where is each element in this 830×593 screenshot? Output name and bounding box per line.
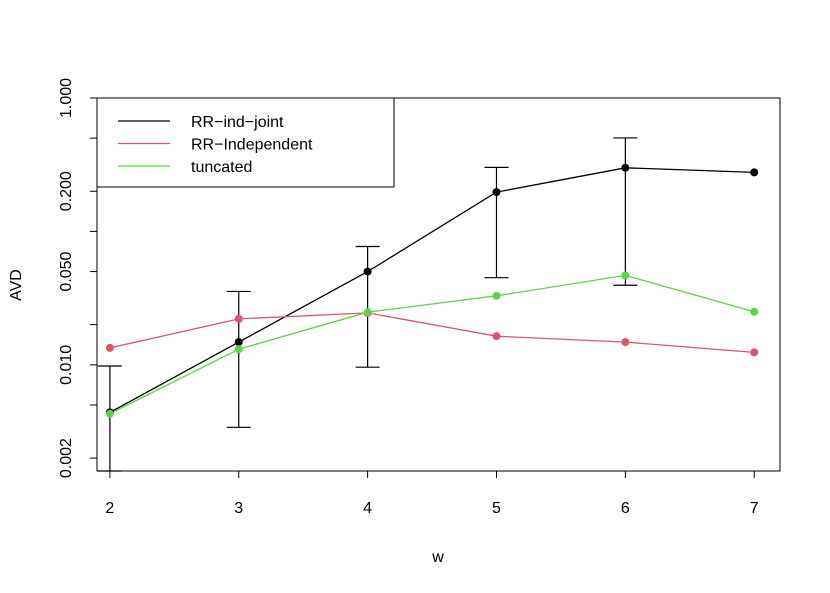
x-tick-label: 2 (105, 500, 114, 517)
data-point (363, 267, 372, 276)
y-tick-label: 0.010 (58, 345, 75, 385)
legend-box (96, 97, 395, 188)
data-point (621, 338, 630, 347)
x-axis-label: w (431, 549, 444, 566)
legend-label: tuncated (191, 159, 252, 176)
data-point (363, 308, 372, 317)
data-point (234, 338, 243, 347)
legend-label: RR−ind−joint (191, 114, 284, 131)
data-point (621, 271, 630, 280)
y-tick-label: 0.002 (58, 438, 75, 478)
data-point (621, 163, 630, 172)
series-line-0 (109, 167, 755, 413)
data-point (492, 332, 501, 341)
legend: RR−ind−joint RR−Independent tuncated (96, 97, 395, 188)
y-tick-label: 1.000 (58, 78, 75, 118)
legend-label: RR−Independent (191, 137, 313, 154)
error-bars (97, 137, 638, 472)
data-point (750, 348, 759, 357)
data-point (492, 291, 501, 300)
y-axis-label: AVD (8, 269, 25, 301)
data-point (750, 307, 759, 316)
series-line-2 (109, 274, 755, 415)
x-tick-label: 5 (492, 500, 501, 517)
x-tick-label: 4 (363, 500, 372, 517)
data-point (234, 345, 243, 354)
data-point (105, 343, 114, 352)
x-tick-label: 6 (621, 500, 630, 517)
x-tick-label: 7 (750, 500, 759, 517)
y-axis: 0.002 0.010 0.050 0.200 1.000 (58, 78, 98, 478)
data-point (234, 314, 243, 323)
y-tick-label: 0.050 (58, 251, 75, 291)
series-points (105, 163, 759, 418)
data-point (105, 409, 114, 418)
y-tick-label: 0.200 (58, 171, 75, 211)
data-point (750, 168, 759, 177)
series-lines (109, 167, 755, 415)
x-axis: 2 3 4 5 6 7 (105, 470, 759, 517)
x-tick-label: 3 (234, 500, 243, 517)
series-line-1 (109, 312, 755, 354)
data-point (492, 188, 501, 197)
